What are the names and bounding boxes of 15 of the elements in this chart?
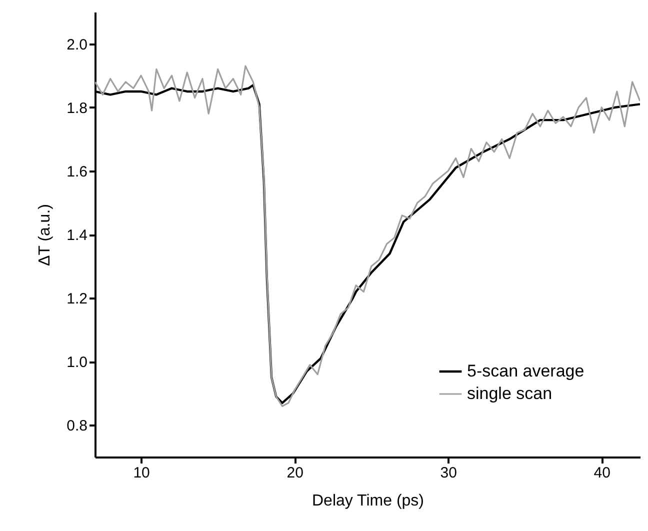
y-tick-label: 1.8	[66, 100, 88, 117]
x-tick-label: 10	[133, 464, 150, 482]
x-tick-label: 40	[594, 464, 610, 482]
legend-label: 5-scan average	[467, 362, 584, 380]
y-tick-label: 2.0	[66, 36, 88, 54]
y-tick-label: 0.8	[66, 418, 88, 435]
x-tick-label: 20	[286, 464, 304, 482]
y-tick-label: 1.2	[66, 290, 88, 308]
y-tick-label: 1.4	[66, 227, 88, 244]
x-axis-title: Delay Time (ps)	[312, 492, 424, 510]
x-tick-label: 30	[440, 464, 457, 482]
y-tick-label: 1.0	[66, 354, 88, 372]
y-axis-title: ΔT (a.u.)	[36, 204, 54, 266]
y-tick-label: 1.6	[66, 163, 88, 180]
legend-label: single scan	[467, 384, 552, 403]
